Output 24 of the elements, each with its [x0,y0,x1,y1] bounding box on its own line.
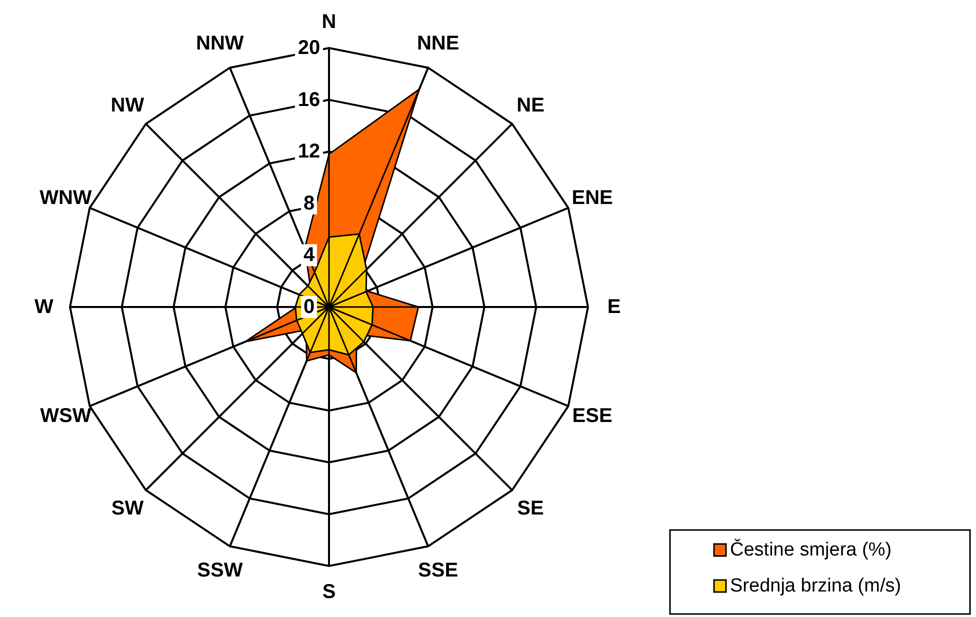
legend-label: Srednja brzina (m/s) [730,576,902,596]
spoke-label: ESE [572,405,612,428]
spoke-label: NE [516,94,544,116]
spoke-label: NNE [416,32,460,55]
spoke-label: SSW [197,559,243,582]
spoke-label: WNW [40,186,92,209]
y-tick-label: 8 [303,192,315,214]
spoke-label: NNW [196,32,244,55]
spoke-label: ENE [572,186,613,209]
legend-label: Čestine smjera (%) [730,538,892,560]
spoke-label: W [34,296,54,318]
y-tick-label: 20 [298,37,320,59]
spoke-label: SSE [418,559,458,582]
y-tick-label: 4 [303,244,316,266]
spoke-label: SW [111,498,144,520]
y-tick-label: 16 [298,88,320,111]
spoke-label: WSW [40,405,92,428]
spoke-label: S [322,581,336,603]
y-tick-label: 12 [298,140,320,163]
spoke-label: SE [517,498,544,520]
spoke-label: E [607,296,621,318]
y-tick-label: 0 [303,296,315,318]
spoke-label: N [322,11,336,33]
spoke-label: NW [110,94,144,116]
